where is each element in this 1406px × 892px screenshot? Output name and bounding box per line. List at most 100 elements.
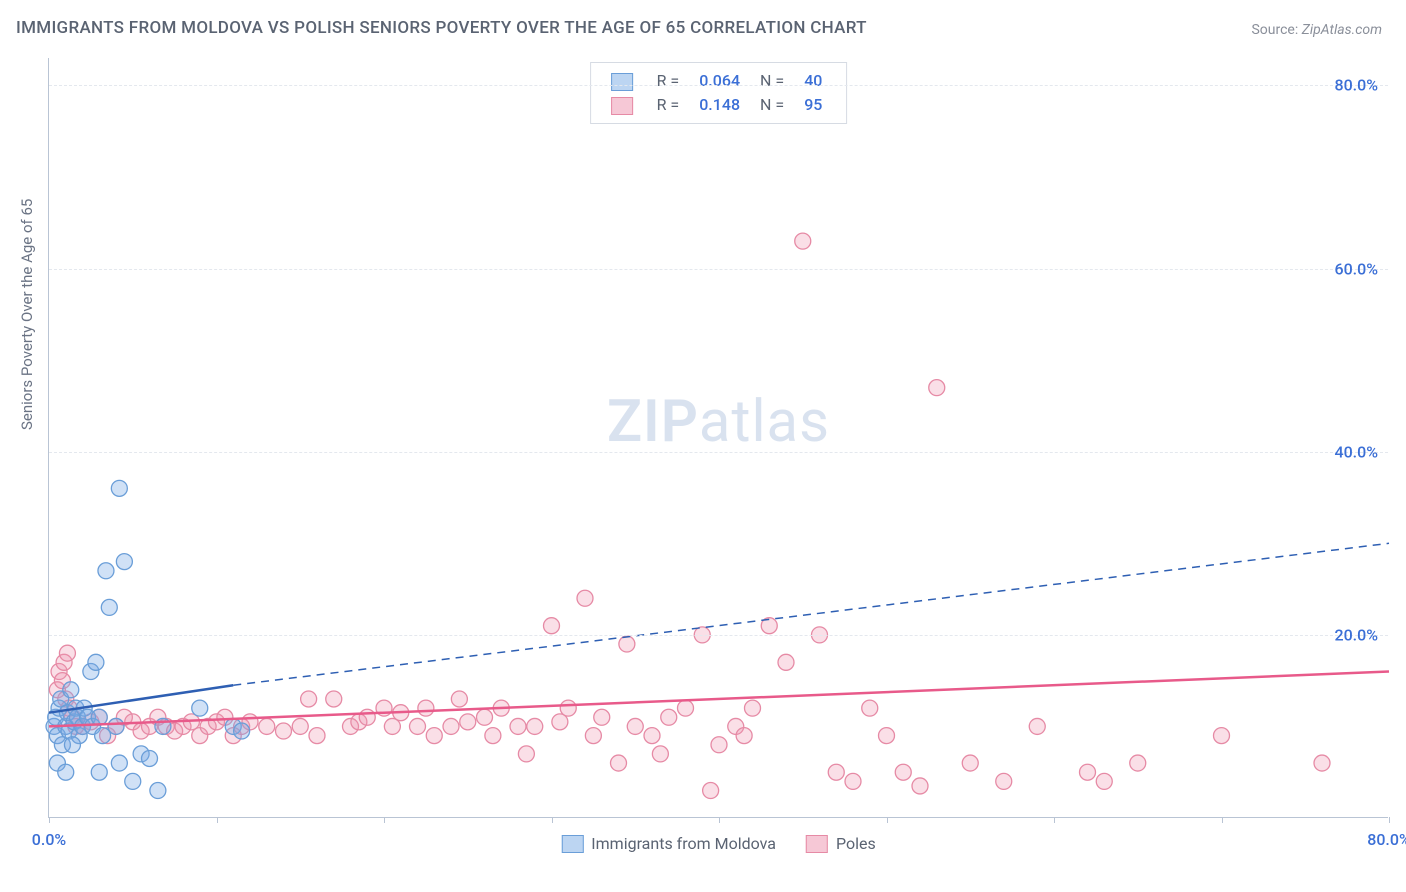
x-tick xyxy=(1222,817,1223,823)
legend-series-label-1: Poles xyxy=(836,834,876,853)
scatter-point xyxy=(862,700,878,716)
scatter-point xyxy=(644,728,660,744)
y-tick-label: 20.0% xyxy=(1334,625,1378,644)
x-tick xyxy=(217,817,218,823)
legend-series-item-1: Poles xyxy=(806,834,876,853)
scatter-point xyxy=(426,728,442,744)
scatter-point xyxy=(98,563,114,579)
scatter-point xyxy=(527,718,543,734)
scatter-point xyxy=(116,554,132,570)
scatter-point xyxy=(929,380,945,396)
scatter-point xyxy=(510,718,526,734)
x-tick xyxy=(384,817,385,823)
scatter-point xyxy=(778,654,794,670)
trend-line xyxy=(49,671,1389,726)
x-tick-label: 0.0% xyxy=(32,830,66,849)
grid-line xyxy=(49,635,1388,636)
x-tick xyxy=(49,817,50,823)
legend-series-label-0: Immigrants from Moldova xyxy=(591,834,776,853)
legend-series: Immigrants from Moldova Poles xyxy=(561,834,875,853)
scatter-point xyxy=(996,773,1012,789)
scatter-point xyxy=(652,746,668,762)
scatter-point xyxy=(619,636,635,652)
scatter-point xyxy=(150,783,166,799)
scatter-point xyxy=(234,723,250,739)
scatter-point xyxy=(845,773,861,789)
scatter-point xyxy=(326,691,342,707)
legend-series-swatch-0 xyxy=(561,835,583,853)
scatter-point xyxy=(544,618,560,634)
y-tick-label: 40.0% xyxy=(1334,442,1378,461)
source-value: ZipAtlas.com xyxy=(1302,22,1382,38)
scatter-point xyxy=(58,764,74,780)
scatter-point xyxy=(1130,755,1146,771)
scatter-point xyxy=(828,764,844,780)
legend-series-item-0: Immigrants from Moldova xyxy=(561,834,776,853)
scatter-point xyxy=(577,590,593,606)
scatter-point xyxy=(560,700,576,716)
scatter-point xyxy=(292,718,308,734)
x-tick xyxy=(887,817,888,823)
scatter-point xyxy=(611,755,627,771)
scatter-point xyxy=(678,700,694,716)
x-tick-label: 80.0% xyxy=(1367,830,1406,849)
scatter-point xyxy=(895,764,911,780)
scatter-point xyxy=(460,714,476,730)
grid-line xyxy=(49,452,1388,453)
scatter-point xyxy=(1096,773,1112,789)
scatter-point xyxy=(594,709,610,725)
scatter-point xyxy=(443,718,459,734)
scatter-point xyxy=(309,728,325,744)
scatter-point xyxy=(111,755,127,771)
scatter-point xyxy=(1080,764,1096,780)
x-tick xyxy=(1389,817,1390,823)
x-tick xyxy=(719,817,720,823)
scatter-point xyxy=(1214,728,1230,744)
scatter-point xyxy=(795,233,811,249)
scatter-point xyxy=(962,755,978,771)
scatter-point xyxy=(585,728,601,744)
plot-area: ZIPatlas R = 0.064 N = 40 R = 0.148 N = … xyxy=(48,58,1388,818)
scatter-point xyxy=(88,654,104,670)
scatter-point xyxy=(477,709,493,725)
y-tick-label: 60.0% xyxy=(1334,259,1378,278)
scatter-point xyxy=(485,728,501,744)
scatter-point xyxy=(912,778,928,794)
scatter-point xyxy=(63,682,79,698)
scatter-point xyxy=(518,746,534,762)
scatter-point xyxy=(64,737,80,753)
scatter-point xyxy=(276,723,292,739)
grid-line xyxy=(49,269,1388,270)
scatter-point xyxy=(627,718,643,734)
x-tick xyxy=(552,817,553,823)
scatter-point xyxy=(359,709,375,725)
scatter-point xyxy=(410,718,426,734)
scatter-point xyxy=(1314,755,1330,771)
trend-line xyxy=(233,543,1389,685)
scatter-point xyxy=(1029,718,1045,734)
scatter-point xyxy=(879,728,895,744)
y-axis-title: Seniors Poverty Over the Age of 65 xyxy=(18,199,36,430)
scatter-point xyxy=(192,700,208,716)
scatter-point xyxy=(736,728,752,744)
y-tick-label: 80.0% xyxy=(1334,76,1378,95)
x-tick xyxy=(1054,817,1055,823)
scatter-point xyxy=(91,709,107,725)
legend-series-swatch-1 xyxy=(806,835,828,853)
scatter-point xyxy=(451,691,467,707)
scatter-svg xyxy=(49,58,1388,817)
scatter-point xyxy=(703,783,719,799)
grid-line xyxy=(49,85,1388,86)
scatter-point xyxy=(661,709,677,725)
scatter-point xyxy=(745,700,761,716)
scatter-point xyxy=(301,691,317,707)
scatter-point xyxy=(259,718,275,734)
scatter-point xyxy=(711,737,727,753)
scatter-point xyxy=(59,645,75,661)
scatter-point xyxy=(125,773,141,789)
scatter-point xyxy=(108,718,124,734)
scatter-point xyxy=(418,700,434,716)
source-label: Source: xyxy=(1251,22,1301,38)
scatter-point xyxy=(142,750,158,766)
scatter-point xyxy=(101,599,117,615)
